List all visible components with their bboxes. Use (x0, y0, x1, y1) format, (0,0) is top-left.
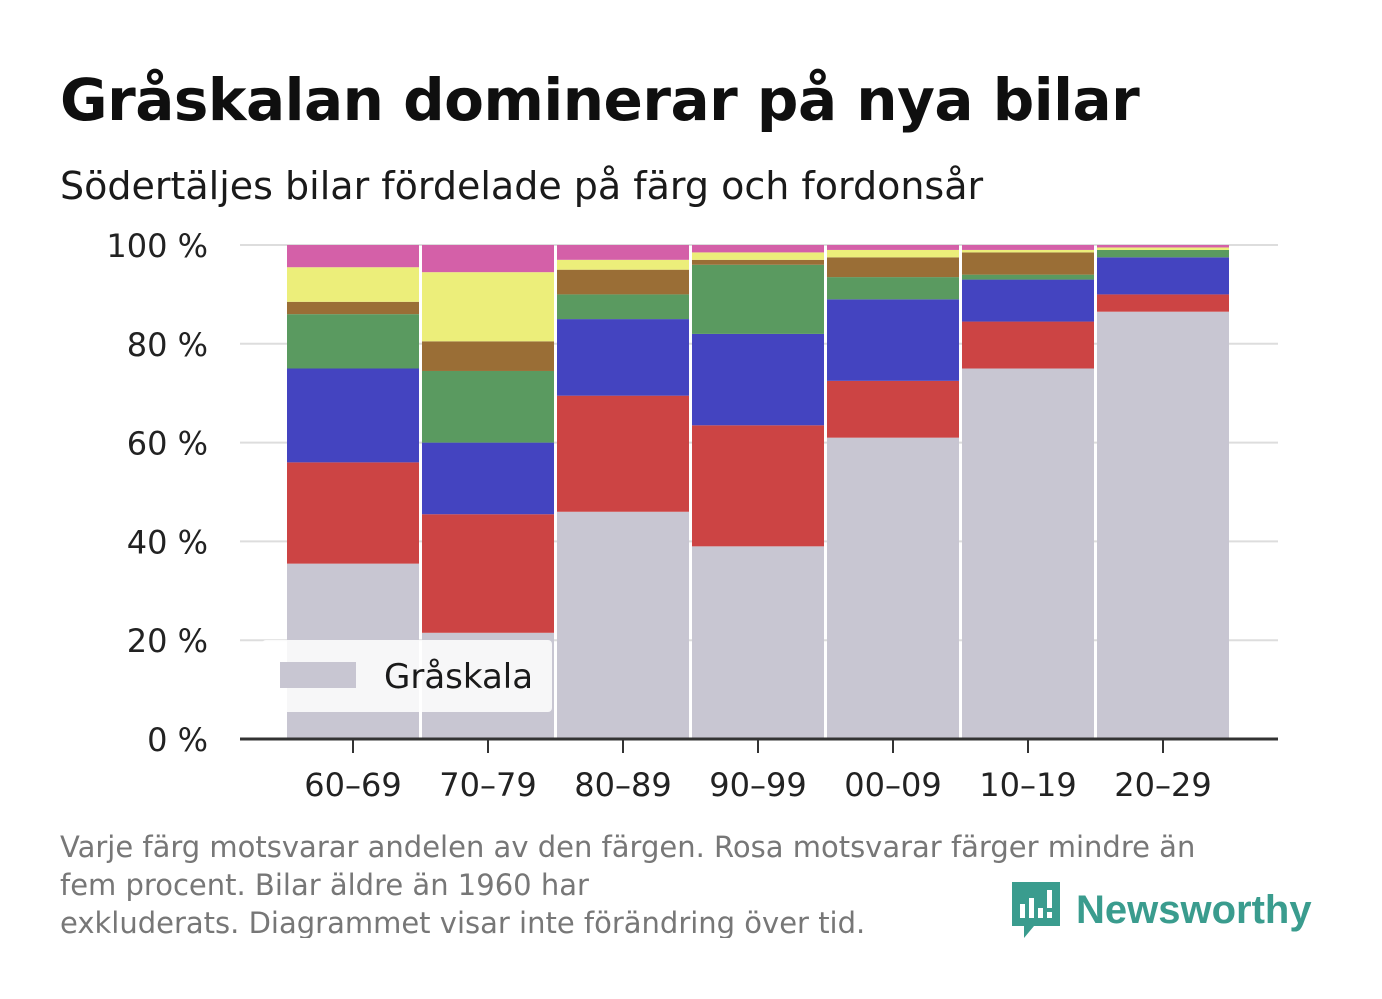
bar-segment-pink (827, 245, 959, 250)
footnote: Varje färg motsvarar andelen av den färg… (60, 828, 1300, 938)
bar-segment-blue (287, 368, 419, 463)
x-tick-label: 70–79 (439, 766, 536, 804)
bar-segment-brown (827, 257, 959, 278)
stacked-bar-chart: 0 % 20 % 40 % 60 % 80 % 100 % 60–69 70–79 80–89 9… (106, 227, 1278, 804)
y-tick-label: 100 % (106, 227, 208, 265)
bar-segment-pink (557, 245, 689, 260)
y-tick-label: 20 % (127, 622, 208, 660)
bar-segment-green (557, 294, 689, 320)
bar-segment-pink (287, 245, 419, 268)
y-tick-label: 80 % (127, 326, 208, 364)
bar-segment-green (287, 314, 419, 369)
bar-segment-blue (422, 442, 554, 515)
bar-segment-red (1097, 294, 1229, 312)
bar-segment-yellow (287, 267, 419, 302)
bar-segment-brown (287, 301, 419, 315)
bar-segment-red (287, 462, 419, 564)
legend-label-graskala: Gråskala (384, 657, 533, 697)
bar-segment-pink (1097, 245, 1229, 248)
bar-segment-pink (692, 245, 824, 253)
bar-segment-pink (962, 245, 1094, 250)
legend-swatch-graskala (280, 662, 356, 688)
x-tick-label: 80–89 (574, 766, 671, 804)
footnote-line-2: fem procent. Bilar äldre än 1960 har (60, 868, 589, 902)
x-tick-label: 10–19 (979, 766, 1076, 804)
bar-segment-green (1097, 249, 1229, 258)
bar-segment-green (962, 274, 1094, 280)
axes: 0 % 20 % 40 % 60 % 80 % 100 % 60–69 70–79 80–89 9… (106, 227, 1278, 804)
y-tick-label: 0 % (147, 721, 208, 759)
x-tick-label: 60–69 (304, 766, 401, 804)
bar-segment-red (422, 514, 554, 633)
x-tick-label: 00–09 (844, 766, 941, 804)
bar-segment-gray (557, 511, 689, 739)
bar-segment-blue (962, 279, 1094, 322)
bar-segment-yellow (1097, 247, 1229, 250)
bar-segment-green (827, 277, 959, 300)
bar-segment-blue (1097, 257, 1229, 295)
footnote-line-3: exkluderats. Diagrammet visar inte förän… (60, 906, 866, 938)
footnote-line-1: Varje färg motsvarar andelen av den färg… (60, 830, 1196, 864)
x-tick-label: 90–99 (709, 766, 806, 804)
bar-segment-gray (962, 368, 1094, 739)
bar-segment-gray (692, 546, 824, 739)
bar-segment-green (692, 264, 824, 334)
bar-segment-brown (557, 269, 689, 295)
bar-chart-bubble-icon (1012, 882, 1060, 938)
x-tick-label: 20–29 (1114, 766, 1211, 804)
bar-segment-pink (422, 245, 554, 273)
y-tick-label: 40 % (127, 523, 208, 561)
bar-segment-yellow (962, 249, 1094, 253)
legend: Gråskala (262, 640, 552, 712)
chart-subtitle: Södertäljes bilar fördelade på färg och … (60, 164, 984, 208)
bar-segment-red (827, 380, 959, 438)
bar-segment-yellow (557, 259, 689, 270)
bar-segment-gray (827, 437, 959, 739)
bar-segment-brown (962, 252, 1094, 275)
bar-segment-brown (692, 259, 824, 265)
bar-segment-yellow (422, 272, 554, 342)
bar-segment-blue (692, 333, 824, 426)
bar-segment-gray (1097, 311, 1229, 739)
bar-segment-brown (422, 341, 554, 371)
legend-box (262, 640, 552, 712)
chart-title: Gråskalan dominerar på nya bilar (60, 66, 1140, 134)
bar-segment-yellow (827, 249, 959, 258)
bar-segment-green (422, 370, 554, 443)
bar-segment-red (692, 425, 824, 547)
bar-segment-blue (827, 299, 959, 381)
bar-segment-red (557, 395, 689, 512)
bar-segment-blue (557, 319, 689, 396)
bar-segment-red (962, 321, 1094, 369)
bar-segment-yellow (692, 252, 824, 260)
newsworthy-logo[interactable]: Newsworthy (1010, 880, 1312, 940)
y-tick-label: 60 % (127, 425, 208, 463)
logo-text: Newsworthy (1076, 887, 1312, 932)
